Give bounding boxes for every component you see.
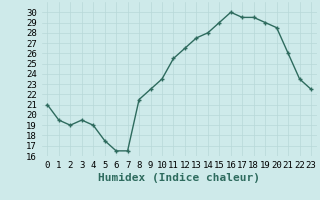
X-axis label: Humidex (Indice chaleur): Humidex (Indice chaleur) <box>98 173 260 183</box>
